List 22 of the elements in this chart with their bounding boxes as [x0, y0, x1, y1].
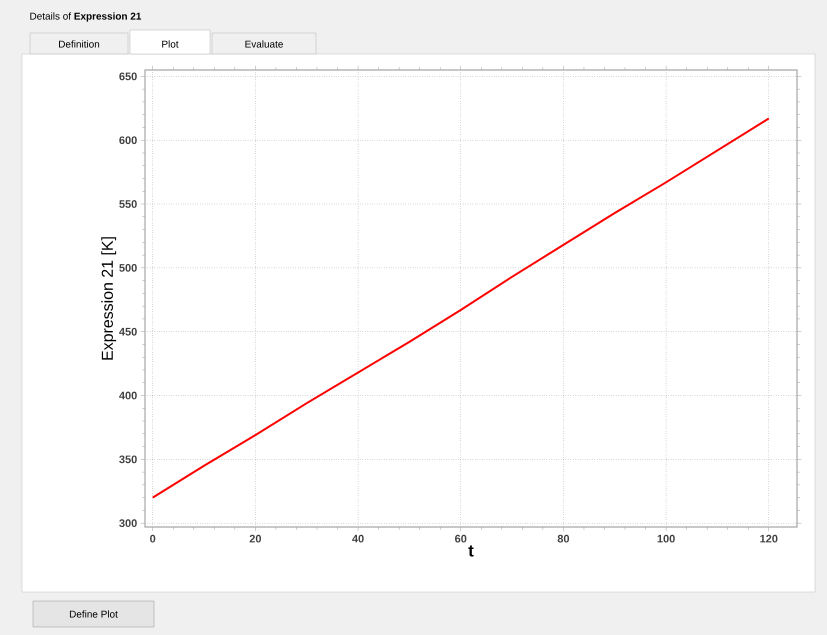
text: Definition: [59, 40, 100, 48]
x-tick-label: 0: [150, 534, 156, 543]
text: Evaluate: [245, 40, 283, 48]
y-tick-label: 450: [119, 328, 137, 336]
x-tick-label: 100: [658, 534, 675, 543]
y-tick-label: 400: [119, 392, 137, 400]
text: Plot: [162, 40, 179, 48]
x-axis-title: t: [468, 545, 474, 557]
x-tick-label: 40: [352, 534, 364, 543]
y-tick-label: 550: [119, 200, 137, 208]
x-tick-label: 80: [558, 534, 570, 543]
y-tick-label: 350: [119, 455, 137, 464]
y-axis-title: Expression 21 [K]: [101, 237, 116, 360]
chart-title: Details of Expression 21: [30, 12, 142, 22]
x-tick-label: 60: [455, 534, 466, 543]
y-tick-label: 300: [119, 519, 137, 528]
y-tick-label: 650: [119, 72, 137, 80]
x-tick-label: 20: [250, 534, 262, 543]
text: Define Plot: [70, 610, 118, 618]
y-tick-label: 600: [119, 136, 137, 144]
x-tick-label: 120: [760, 534, 778, 543]
y-tick-label: 500: [119, 264, 137, 272]
